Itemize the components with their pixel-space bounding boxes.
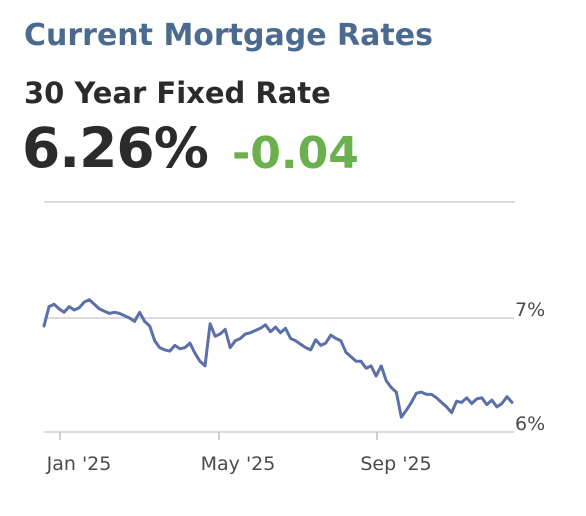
- widget-title: Current Mortgage Rates: [24, 18, 433, 53]
- rate-series-line: [42, 298, 514, 419]
- rate-change-value: -0.04: [232, 128, 359, 179]
- y-tick-label-7: 7%: [515, 299, 545, 321]
- x-tick-label-jan: Jan '25: [46, 453, 112, 475]
- current-rate-value: 6.26%: [22, 116, 209, 180]
- x-tick-label-sep: Sep '25: [360, 453, 431, 475]
- y-tick-label-6: 6%: [515, 413, 545, 435]
- header-divider: [44, 201, 515, 203]
- x-tick-label-may: May '25: [201, 453, 276, 475]
- product-name: 30 Year Fixed Rate: [24, 76, 331, 110]
